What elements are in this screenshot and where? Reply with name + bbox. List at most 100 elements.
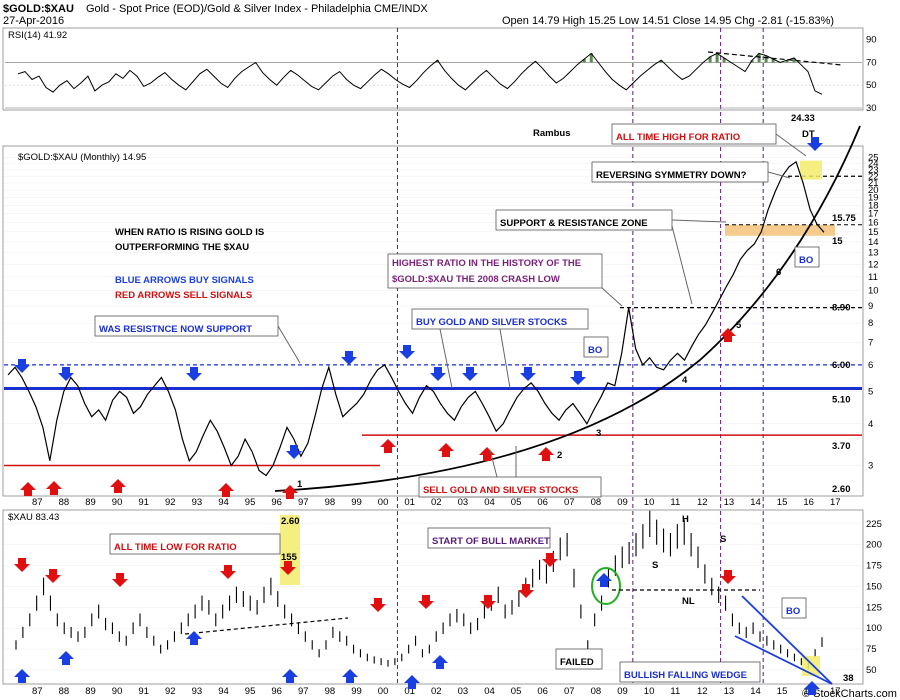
all-time-low-label: ALL TIME LOW FOR RATIO bbox=[114, 542, 237, 553]
ath-pointer bbox=[775, 133, 807, 157]
ratio-x-tick-label: 14 bbox=[750, 497, 761, 508]
reversing-pointer bbox=[767, 171, 791, 179]
buy-stocks-label: BUY GOLD AND SILVER STOCKS bbox=[416, 317, 567, 328]
sell-signal-arrow bbox=[720, 328, 736, 342]
highest-ratio-box bbox=[387, 253, 603, 289]
ratio-x-tick-label: 16 bbox=[803, 497, 814, 508]
ratio-tick-label: 15 bbox=[868, 227, 879, 238]
xau-buy-arrow bbox=[186, 631, 202, 645]
xau-tick-label: 150 bbox=[866, 581, 882, 592]
xau-buy-arrow bbox=[404, 675, 420, 689]
chart-date: 27-Apr-2016 bbox=[3, 15, 64, 27]
ratio-tick-label: 4 bbox=[868, 419, 873, 430]
xau-x-tick-label: 17 bbox=[830, 686, 841, 697]
xau-x-tick-label: 13 bbox=[724, 686, 735, 697]
price-level-label: 5.10 bbox=[832, 394, 851, 405]
chart-credit: © StockCharts.com bbox=[802, 688, 897, 700]
price-level-label: 24.33 bbox=[791, 113, 815, 124]
falling-wedge-label-box bbox=[619, 661, 761, 683]
buy-signal-arrow bbox=[520, 367, 536, 381]
ratio-tick-label: 9 bbox=[868, 301, 873, 312]
ratio-line bbox=[7, 160, 825, 477]
buy-signal-arrow bbox=[430, 367, 446, 381]
xau-x-tick-label: 93 bbox=[192, 686, 203, 697]
sell-stocks-label: SELL GOLD AND SILVER STOCKS bbox=[423, 485, 578, 496]
sell-signal-arrow bbox=[282, 485, 298, 499]
ratio-x-tick-label: 94 bbox=[218, 497, 229, 508]
xau-x-tick-label: 98 bbox=[325, 686, 336, 697]
xau-sell-arrow bbox=[280, 561, 296, 575]
sell-signal-arrow bbox=[20, 482, 36, 496]
sell-signal-arrow bbox=[218, 483, 234, 497]
buy-signal-arrow bbox=[14, 359, 30, 373]
buy-stocks-pointer bbox=[439, 328, 511, 389]
ratio-tick-label: 20 bbox=[868, 185, 879, 196]
wave-point-2: 2 bbox=[557, 450, 562, 461]
xau-x-tick-label: 88 bbox=[59, 686, 70, 697]
ratio-x-tick-label: 12 bbox=[697, 497, 708, 508]
ratio-tick-label: 24 bbox=[868, 159, 879, 170]
xau-bo-label: BO bbox=[786, 606, 800, 617]
all-time-high-label: ALL TIME HIGH FOR RATIO bbox=[616, 132, 740, 143]
highest-ratio-pointer bbox=[601, 287, 623, 307]
ratio-x-tick-label: 90 bbox=[112, 497, 123, 508]
xau-x-tick-label: 99 bbox=[351, 686, 362, 697]
xau-x-tick-label: 95 bbox=[245, 686, 256, 697]
ratio-tick-label: 11 bbox=[868, 272, 878, 283]
atl-xau-value: 155 bbox=[281, 552, 298, 563]
ratio-x-tick-label: 13 bbox=[724, 497, 735, 508]
wave-point-5: 5 bbox=[736, 320, 742, 331]
xau-tick-label: 225 bbox=[866, 519, 882, 530]
xau-buy-arrow bbox=[596, 573, 612, 587]
xau-x-tick-label: 10 bbox=[644, 686, 655, 697]
buy-signal-arrow bbox=[341, 351, 357, 365]
ratio-tick-label: 7 bbox=[868, 338, 873, 349]
xau-buy-arrow bbox=[14, 669, 30, 683]
xau-tick-label: 75 bbox=[866, 644, 877, 655]
rsi-tick-label: 50 bbox=[866, 80, 877, 91]
snr-pointer bbox=[671, 219, 727, 305]
ratio-tick-label: 10 bbox=[868, 286, 879, 297]
xau-x-tick-label: 89 bbox=[85, 686, 96, 697]
xau-x-tick-label: 02 bbox=[431, 686, 442, 697]
ratio-x-tick-label: 03 bbox=[458, 497, 469, 508]
ratio-x-tick-label: 95 bbox=[245, 497, 256, 508]
sell-signal-arrow bbox=[46, 481, 62, 495]
xau-buy-arrow bbox=[282, 669, 298, 683]
xau-buy-arrow bbox=[804, 681, 820, 695]
shoulder-left-label: S bbox=[652, 560, 658, 571]
xau-tick-label: 200 bbox=[866, 540, 882, 551]
ratio-x-tick-label: 00 bbox=[378, 497, 389, 508]
ratio-tick-label: 13 bbox=[868, 248, 879, 259]
xau-x-tick-label: 06 bbox=[537, 686, 548, 697]
sell-signal-arrow bbox=[538, 447, 554, 461]
ratio-x-tick-label: 01 bbox=[404, 497, 415, 508]
ratio-tick-label: 3 bbox=[868, 461, 873, 472]
snr-zone-label: SUPPORT & RESISTANCE ZONE bbox=[500, 218, 648, 229]
rsi-title: RSI(14) 41.92 bbox=[8, 30, 67, 41]
xau-tick-label: 100 bbox=[866, 623, 882, 634]
ratio-bo2-label-box bbox=[794, 246, 820, 268]
ratio-x-tick-label: 92 bbox=[165, 497, 176, 508]
ratio-bo-label-box bbox=[583, 336, 609, 358]
ratio-x-tick-label: 17 bbox=[830, 497, 841, 508]
price-level-label: 6.00 bbox=[832, 360, 851, 371]
xau-sell-arrow bbox=[480, 595, 496, 609]
ratio-x-tick-label: 15 bbox=[777, 497, 788, 508]
price-level-label: 3.70 bbox=[832, 441, 851, 452]
ratio-tick-label: 6 bbox=[868, 360, 873, 371]
ratio-x-tick-label: 93 bbox=[192, 497, 203, 508]
xau-x-tick-label: 01 bbox=[404, 686, 415, 697]
buy-signal-arrow bbox=[399, 345, 415, 359]
highest-ratio-line-2: $GOLD:$XAU THE 2008 CRASH LOW bbox=[392, 274, 560, 285]
failed-label-box bbox=[555, 648, 603, 670]
xau-x-tick-label: 08 bbox=[591, 686, 602, 697]
sell-stocks-pointer bbox=[489, 446, 517, 478]
rising-note-line-1: WHEN RATIO IS RISING GOLD IS bbox=[115, 227, 264, 238]
ratio-x-tick-label: 10 bbox=[644, 497, 655, 508]
wave-point-3: 3 bbox=[596, 428, 601, 439]
xau-tick-label: 175 bbox=[866, 561, 882, 572]
ratio-tick-label: 16 bbox=[868, 217, 879, 228]
red-arrows-note: RED ARROWS SELL SIGNALS bbox=[115, 290, 252, 301]
